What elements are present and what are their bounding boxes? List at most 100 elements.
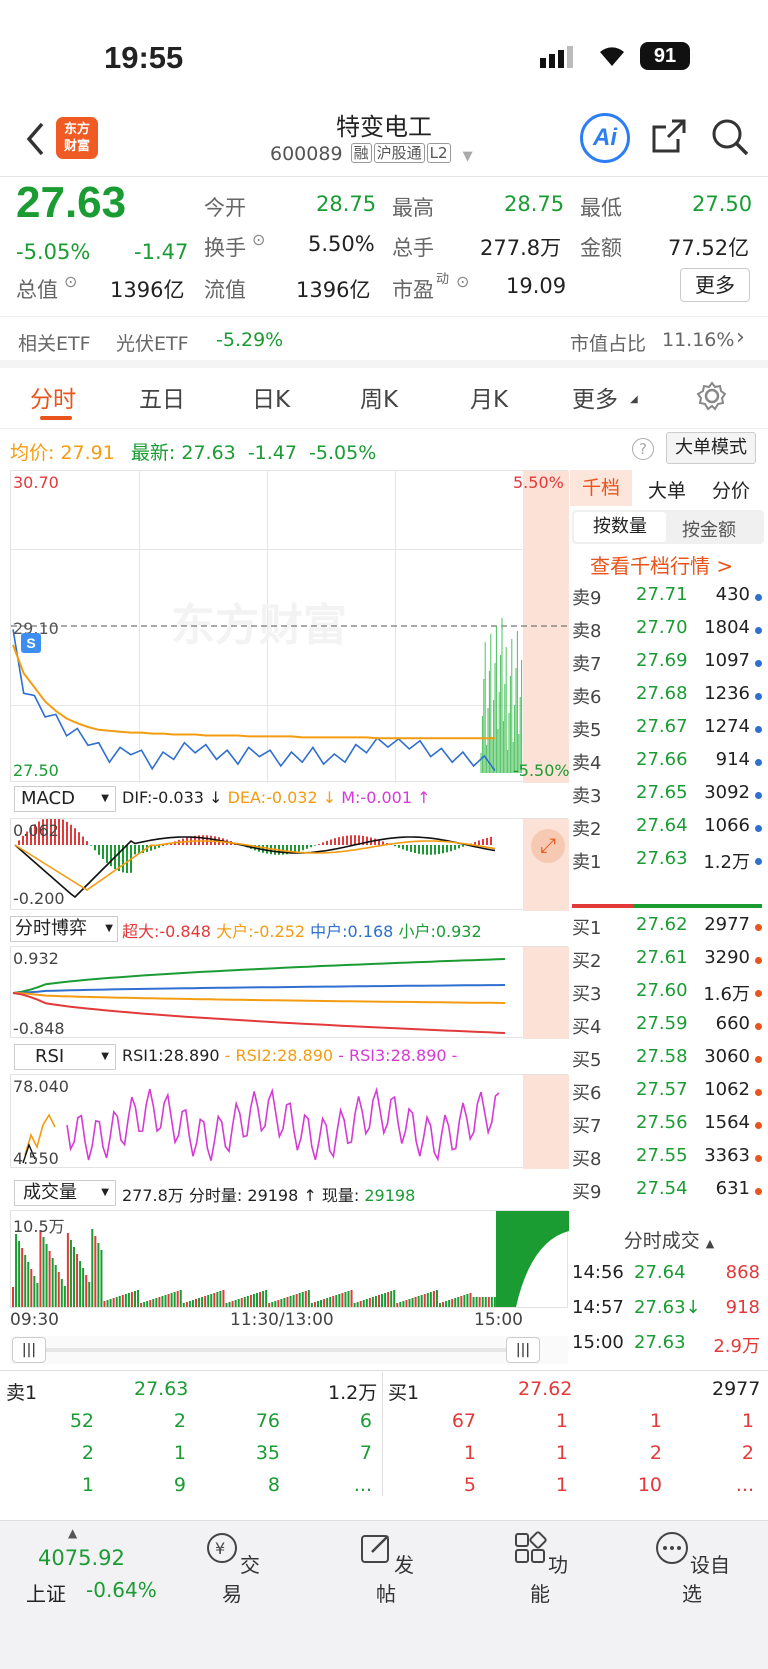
etf-name: 光伏ETF <box>116 333 189 355</box>
queue-cell: 10 <box>637 1474 662 1496</box>
back-icon[interactable] <box>24 121 48 157</box>
tab-intraday[interactable]: 分时 <box>30 387 76 413</box>
tab-monthly-k[interactable]: 月K <box>470 387 509 413</box>
volume-selector[interactable]: 成交量 ▼ <box>14 1180 116 1206</box>
x-tick-mid: 11:30/13:00 <box>230 1310 334 1330</box>
order-level[interactable]: 卖4 27.66 914 <box>570 749 768 779</box>
more-button[interactable]: 更多 <box>680 268 750 302</box>
view-depth-link[interactable]: 查看千档行情 > <box>590 554 734 578</box>
trades-header[interactable]: 分时成交 ▲ <box>570 1226 768 1253</box>
scroll-handle-right[interactable]: ||| <box>506 1337 540 1363</box>
battery-level: 91 <box>653 45 677 67</box>
order-level[interactable]: 卖5 27.67 1274 <box>570 716 768 746</box>
level-price: 27.67 <box>636 716 688 737</box>
info-icon[interactable]: ⊙ <box>252 230 266 249</box>
order-level[interactable]: 买2 27.61 3290 <box>570 947 768 977</box>
orderbook-sub-tabs: 按数量 按金额 <box>572 510 764 544</box>
level-price: 27.55 <box>636 1145 688 1166</box>
order-level[interactable]: 卖6 27.68 1236 <box>570 683 768 713</box>
order-level[interactable]: 买1 27.62 2977 <box>570 914 768 944</box>
order-level[interactable]: 买4 27.59 660 <box>570 1013 768 1043</box>
rsi-top-label: 78.040 <box>13 1077 69 1096</box>
macd-dea: DEA:-0.032 ↓ <box>227 788 337 807</box>
nav-functions[interactable]: 功能 <box>508 1530 572 1607</box>
tab-more[interactable]: 更多 <box>572 387 618 413</box>
tab-five-day[interactable]: 五日 <box>139 387 185 413</box>
level-price: 27.61 <box>636 947 688 968</box>
order-level[interactable]: 买5 27.58 3060 <box>570 1046 768 1076</box>
index-pct[interactable]: -0.64% <box>86 1578 157 1602</box>
volume-chart[interactable]: 10.5万 <box>10 1210 569 1308</box>
expand-icon[interactable]: ⤢ <box>531 829 565 863</box>
order-level[interactable]: 买7 27.56 1564 <box>570 1112 768 1142</box>
tab-by-quantity[interactable]: 按数量 <box>574 512 666 542</box>
high-label: 最高 <box>392 196 434 220</box>
macd-dif: DIF:-0.033 ↓ <box>122 788 223 807</box>
order-level[interactable]: 买3 27.60 1.6万 <box>570 980 768 1010</box>
macd-top-label: 0.062 <box>13 821 59 840</box>
flow-chart[interactable]: 0.932 -0.848 <box>10 946 569 1039</box>
etf-row[interactable]: 相关ETF 光伏ETF -5.29% 市值占比 11.16% › <box>0 316 768 368</box>
level-volume: 1564 <box>704 1112 750 1133</box>
macd-selector[interactable]: MACD ▼ <box>14 786 116 812</box>
order-level[interactable]: 卖7 27.69 1097 <box>570 650 768 680</box>
nav-trade-label: 交易 <box>222 1553 260 1606</box>
settings-gear-icon[interactable] <box>696 380 728 412</box>
flow-selector[interactable]: 分时博弈 ▼ <box>10 916 118 942</box>
x-tick-close: 15:00 <box>474 1310 523 1330</box>
price-lines <box>11 618 569 773</box>
wifi-icon <box>596 44 628 72</box>
x-tick-open: 09:30 <box>10 1310 59 1330</box>
tab-weekly-k[interactable]: 周K <box>360 387 399 413</box>
queue-cell: 1 <box>741 1410 754 1432</box>
level-volume: 660 <box>715 1013 750 1034</box>
cap-share-value: 11.16% <box>662 329 735 351</box>
price-chart[interactable]: 东方财富 30.70 29.10 27.50 5.50% -5.50% S <box>10 470 570 783</box>
order-level[interactable]: 卖2 27.64 1066 <box>570 815 768 845</box>
sell-marker-icon[interactable]: S <box>21 633 41 653</box>
nav-post[interactable]: 发帖 <box>354 1530 418 1607</box>
order-level[interactable]: 卖8 27.70 1804 <box>570 617 768 647</box>
brand-logo[interactable]: 东方财富 <box>56 117 98 159</box>
scroll-handle-left[interactable]: ||| <box>12 1337 46 1363</box>
share-icon[interactable] <box>650 117 688 155</box>
tab-by-amount[interactable]: 按金额 <box>682 520 736 541</box>
order-level[interactable]: 卖1 27.63 1.2万 <box>570 848 768 878</box>
order-level[interactable]: 买8 27.55 3363 <box>570 1145 768 1175</box>
order-level[interactable]: 买6 27.57 1062 <box>570 1079 768 1109</box>
time-scrollbar[interactable]: ||| ||| <box>10 1336 568 1364</box>
help-icon[interactable]: ? <box>632 438 654 460</box>
level-label: 买4 <box>572 1017 602 1038</box>
rsi-selector[interactable]: RSI ▼ <box>14 1044 116 1070</box>
info-icon[interactable]: ⊙ <box>64 272 78 291</box>
ai-button[interactable]: Ai <box>580 113 630 163</box>
search-icon[interactable] <box>710 117 750 157</box>
trade-price: 27.63↓ <box>634 1297 701 1318</box>
macd-chart[interactable]: 0.062 -0.200 ⤢ <box>10 818 569 911</box>
nav-trade[interactable]: ¥ 交易 <box>200 1530 264 1607</box>
rsi-chart[interactable]: 78.040 4.550 <box>10 1074 569 1169</box>
avg-value: 27.91 <box>60 442 115 464</box>
queue-cell: 7 <box>359 1442 372 1464</box>
pe-value: 19.09 <box>506 274 567 298</box>
tab-depth[interactable]: 千档 <box>570 470 632 506</box>
index-value[interactable]: 4075.92 <box>38 1546 125 1570</box>
tab-price-dist[interactable]: 分价 <box>712 480 751 502</box>
cap-share-label: 市值占比 <box>570 333 647 355</box>
nav-add-watchlist[interactable]: 设自选 <box>652 1530 732 1607</box>
clock: 19:55 <box>104 40 184 75</box>
index-name[interactable]: 上证 <box>26 1582 66 1606</box>
stock-code-line[interactable]: 600089 融沪股通 L2 ▼ <box>270 143 473 165</box>
info-icon[interactable]: ⊙ <box>456 272 470 291</box>
level-label: 卖1 <box>572 852 602 873</box>
macd-m: M:-0.001 ↑ <box>341 788 431 807</box>
order-level[interactable]: 卖9 27.71 430 <box>570 584 768 614</box>
big-order-mode-button[interactable]: 大单模式 <box>666 432 756 464</box>
level-volume: 2977 <box>704 914 750 935</box>
order-level[interactable]: 买9 27.54 631 <box>570 1178 768 1208</box>
tab-big-orders[interactable]: 大单 <box>648 480 687 502</box>
queue-bid-price: 27.62 <box>518 1378 573 1400</box>
tab-daily-k[interactable]: 日K <box>252 387 291 413</box>
order-level[interactable]: 卖3 27.65 3092 <box>570 782 768 812</box>
change-amount: -1.47 <box>134 240 189 264</box>
